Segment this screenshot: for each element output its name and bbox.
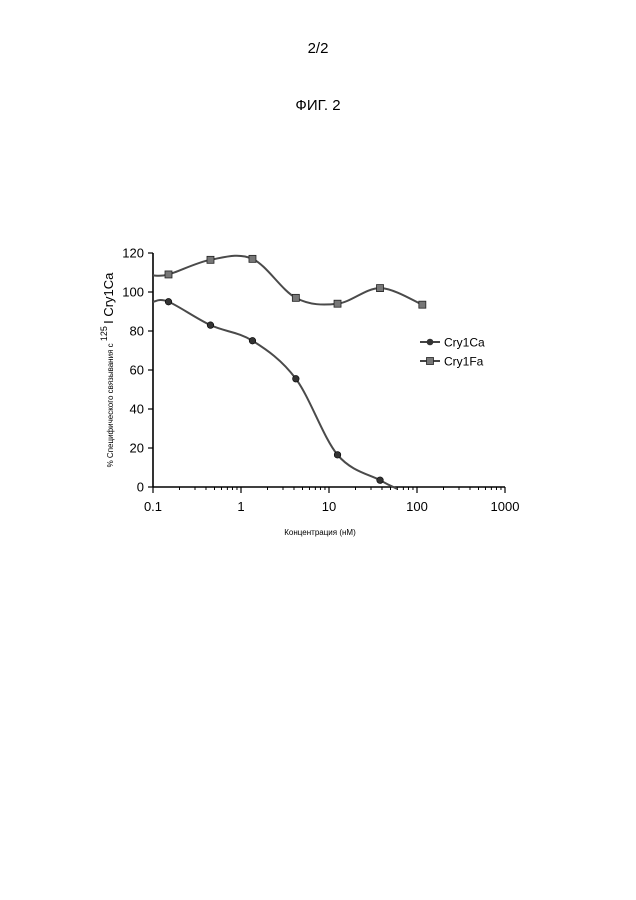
data-point-circle — [207, 322, 214, 329]
y-tick-label: 100 — [122, 285, 144, 300]
legend-marker-square — [427, 358, 434, 365]
chart-legend: Cry1Ca Cry1Fa — [420, 336, 485, 369]
data-point-circle — [249, 337, 256, 344]
y-tick-label: 40 — [130, 402, 144, 417]
y-tick-label: 80 — [130, 324, 144, 339]
y-axis-label-prefix: % Специфического связывания с — [106, 341, 115, 467]
chart-axes: 0 20 40 60 80 100 120 0.1 1 10 100 1000 — [122, 246, 519, 515]
y-tick-label: 120 — [122, 246, 144, 261]
y-axis-label-suffix: I Cry1Ca — [101, 272, 116, 324]
x-tick-label: 100 — [406, 499, 428, 514]
data-point-circle — [334, 452, 341, 459]
x-tick-label: 1000 — [491, 499, 520, 514]
data-point-circle — [377, 477, 384, 484]
series-cry1ca — [153, 298, 397, 489]
data-point-square — [419, 301, 426, 308]
y-tick-label: 0 — [137, 480, 144, 495]
data-point-circle — [165, 298, 172, 305]
series-line — [153, 300, 397, 489]
x-tick-label: 0.1 — [144, 499, 162, 514]
data-point-square — [334, 300, 341, 307]
legend-marker-circle — [427, 339, 434, 346]
y-tick-label: 60 — [130, 363, 144, 378]
y-tick-label: 20 — [130, 441, 144, 456]
data-point-square — [207, 256, 214, 263]
legend-label: Cry1Ca — [444, 336, 485, 350]
chart-series-layer — [153, 255, 426, 489]
y-axis-label: % Специфического связывания с 125 I Cry1… — [99, 272, 116, 468]
legend-label: Cry1Fa — [444, 355, 484, 369]
data-point-square — [292, 294, 299, 301]
data-point-circle — [293, 375, 300, 382]
series-cry1fa — [153, 255, 426, 308]
data-point-square — [165, 271, 172, 278]
x-tick-label: 1 — [237, 499, 244, 514]
series-line — [153, 256, 422, 305]
x-tick-label: 10 — [322, 499, 336, 514]
x-axis-label: Концентрация (нМ) — [284, 528, 356, 537]
y-axis-label-superscript: 125 — [99, 326, 109, 341]
data-point-square — [249, 255, 256, 262]
data-point-square — [377, 285, 384, 292]
